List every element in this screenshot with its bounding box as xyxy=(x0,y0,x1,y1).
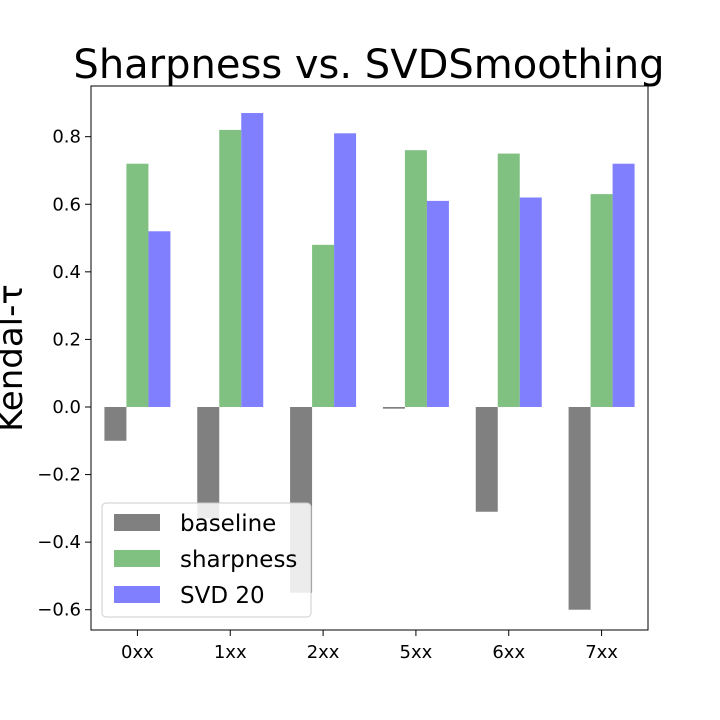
legend-swatch-baseline xyxy=(114,514,160,531)
legend-label-svd-20: SVD 20 xyxy=(180,583,265,609)
y-tick-label: −0.2 xyxy=(37,465,81,486)
chart-title: Sharpness vs. SVDSmoothing xyxy=(73,42,664,88)
bar-baseline-5xx xyxy=(382,406,405,409)
plot-frame xyxy=(90,85,649,631)
bar-svd-20-2xx xyxy=(334,133,357,407)
bar-svd-20-1xx xyxy=(241,113,264,407)
y-axis-ticks: −0.6 −0.4 −0.2 0.0 0.2 0.4 0.6 0.8 xyxy=(37,127,91,621)
y-tick-label: 0.4 xyxy=(52,262,81,283)
bar-sharpness-1xx xyxy=(219,129,242,407)
bar-sharpness-7xx xyxy=(590,194,613,407)
legend-label-sharpness: sharpness xyxy=(180,547,297,573)
y-tick-label: 0.0 xyxy=(52,397,81,418)
bar-baseline-1xx xyxy=(197,406,220,519)
bar-sharpness-0xx xyxy=(126,163,149,407)
legend-swatch-svd-20 xyxy=(114,586,160,603)
bar-sharpness-6xx xyxy=(497,153,520,407)
bar-svd-20-7xx xyxy=(612,163,635,407)
y-tick-label: −0.4 xyxy=(37,532,81,553)
legend: baseline sharpness SVD 20 xyxy=(101,502,312,618)
bar-svd-20-6xx xyxy=(519,197,542,407)
y-tick-label: 0.2 xyxy=(52,329,81,350)
bar-sharpness-2xx xyxy=(312,244,335,407)
legend-swatch-sharpness xyxy=(114,550,160,567)
bar-svd-20-5xx xyxy=(426,200,449,407)
bar-sharpness-5xx xyxy=(404,150,427,407)
bar-baseline-0xx xyxy=(104,406,127,441)
y-tick-label: 0.6 xyxy=(52,194,81,215)
bar-baseline-7xx xyxy=(568,406,591,610)
y-tick-label: 0.8 xyxy=(52,127,81,148)
y-tick-label: −0.6 xyxy=(37,600,81,621)
x-tick-label: 7xx xyxy=(585,642,618,663)
x-tick-label: 1xx xyxy=(214,642,247,663)
y-axis-label: Kendal-τ xyxy=(0,284,31,432)
x-tick-label: 5xx xyxy=(400,642,433,663)
bar-svd-20-0xx xyxy=(148,231,171,407)
x-tick-label: 0xx xyxy=(121,642,154,663)
legend-label-baseline: baseline xyxy=(180,511,276,537)
x-tick-label: 2xx xyxy=(307,642,340,663)
x-axis-ticks: 0xx 1xx 2xx 5xx 6xx 7xx xyxy=(121,630,618,663)
x-tick-label: 6xx xyxy=(492,642,525,663)
bar-baseline-6xx xyxy=(475,406,498,512)
